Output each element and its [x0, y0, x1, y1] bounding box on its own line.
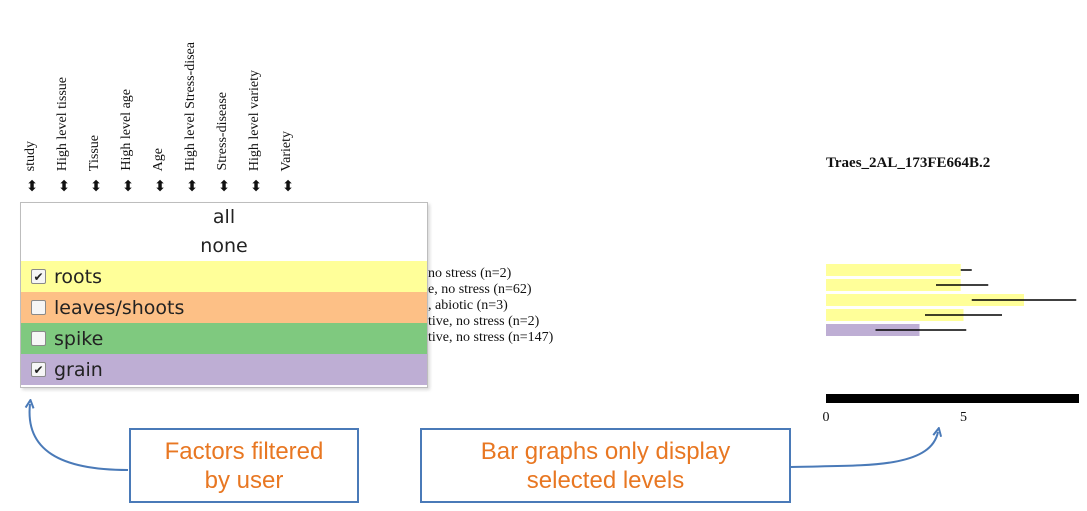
sort-arrow-icon[interactable]: ⬍	[185, 177, 199, 195]
chart-tick-label: 5	[960, 410, 967, 425]
chart-bar	[826, 279, 961, 291]
chart-title: Traes_2AL_173FE664B.2	[826, 155, 991, 171]
sort-arrow-icon[interactable]: ⬍	[249, 177, 263, 195]
legend-entry: tive, no stress (n=2)	[428, 314, 540, 329]
sort-arrow-icon[interactable]: ⬍	[217, 177, 231, 195]
select-none-option[interactable]: none	[200, 235, 248, 257]
filter-option-spike[interactable]: spike	[21, 323, 427, 354]
filter-option-grain[interactable]: ✔ grain	[21, 354, 427, 385]
sort-arrow-icon[interactable]: ⬍	[153, 177, 167, 195]
column-header[interactable]: High level tissue	[55, 76, 70, 171]
column-header[interactable]: study	[23, 140, 38, 171]
sort-arrow-icon[interactable]: ⬍	[25, 177, 39, 195]
sort-arrow-icon[interactable]: ⬍	[57, 177, 71, 195]
bargraph-callout-line-2: selected levels	[526, 466, 685, 494]
chart-x-axis	[826, 394, 1079, 403]
column-header[interactable]: Stress-disease	[215, 92, 230, 171]
filter-callout-line-2: by user	[204, 466, 284, 494]
filter-callout-line-1: Factors filtered	[164, 437, 324, 465]
bargraph-callout: Bar graphs only display selected levels	[420, 428, 791, 503]
legend-entry: tive, no stress (n=147)	[428, 330, 554, 345]
sort-arrow-icon[interactable]: ⬍	[89, 177, 103, 195]
chart-tick-label: 0	[823, 410, 830, 425]
column-header[interactable]: Variety	[279, 130, 294, 171]
column-header[interactable]: High level Stress-disea	[183, 41, 198, 171]
right-callout-arrow	[787, 432, 938, 468]
sort-arrow-icon[interactable]: ⬍	[121, 177, 135, 195]
column-header[interactable]: Age	[151, 147, 166, 171]
filter-option-leaves-shoots[interactable]: leaves/shoots	[21, 292, 427, 323]
left-callout-arrow	[30, 404, 129, 471]
factor-filter-dropdown: all none ✔ roots leaves/shoots spike ✔ grain	[20, 202, 428, 388]
filter-option-label: grain	[54, 358, 103, 381]
chart-bar	[826, 294, 1024, 306]
column-header[interactable]: High level variety	[247, 69, 262, 171]
chart-bar	[826, 324, 920, 336]
filter-option-label: leaves/shoots	[54, 296, 185, 319]
sort-arrow-icon[interactable]: ⬍	[281, 177, 295, 195]
checked-checkbox-icon[interactable]: ✔	[31, 362, 46, 377]
filter-option-label: spike	[54, 327, 104, 350]
filter-option-roots[interactable]: ✔ roots	[21, 261, 427, 292]
checked-checkbox-icon[interactable]: ✔	[31, 269, 46, 284]
column-header[interactable]: High level age	[119, 89, 134, 171]
select-all-option[interactable]: all	[212, 206, 236, 228]
legend-entry: no stress (n=2)	[428, 266, 512, 281]
filter-option-label: roots	[54, 265, 102, 288]
chart-bar	[826, 309, 964, 321]
unchecked-checkbox-icon[interactable]	[31, 300, 46, 315]
chart-bar	[826, 264, 961, 276]
bargraph-callout-line-1: Bar graphs only display	[480, 437, 731, 465]
unchecked-checkbox-icon[interactable]	[31, 331, 46, 346]
filter-callout: Factors filtered by user	[129, 428, 359, 503]
column-header[interactable]: Tissue	[87, 134, 102, 171]
legend-entry: e, no stress (n=62)	[428, 282, 532, 297]
legend-entry: , abiotic (n=3)	[428, 298, 508, 313]
